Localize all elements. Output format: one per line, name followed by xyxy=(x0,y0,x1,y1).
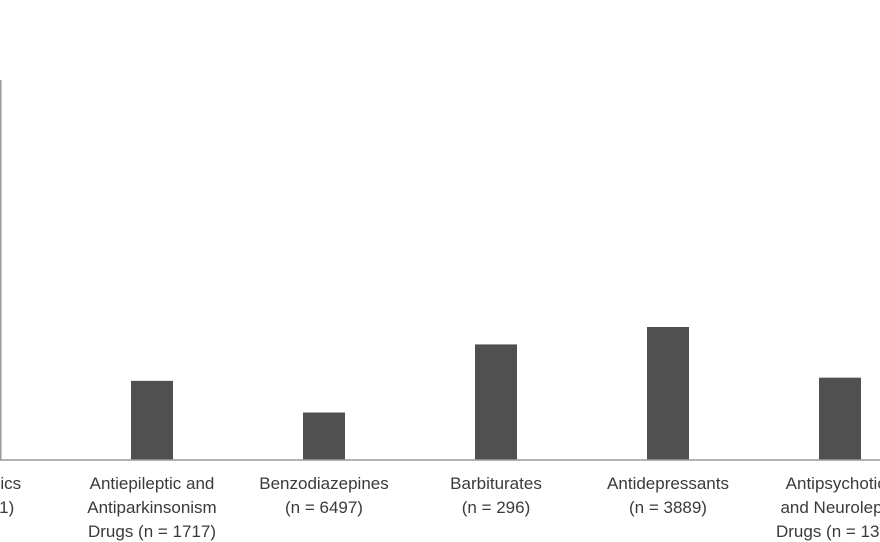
category-label-4-line-1: (n = 3889) xyxy=(629,498,707,517)
bar-1 xyxy=(131,380,173,460)
category-label-4-line-0: Antidepressants xyxy=(607,474,729,493)
category-label-1: Antiepileptic and Antiparkinsonism Drugs (… xyxy=(87,474,216,541)
category-label-2-line-0: Benzodiazepines xyxy=(259,474,388,493)
bar-5 xyxy=(819,377,861,460)
category-label-5-line-2: Drugs (n = 1372) xyxy=(776,522,880,541)
category-label-4: Antidepressants (n = 3889) xyxy=(607,474,729,517)
category-label-5-line-1: and Neuroleptic xyxy=(780,498,880,517)
category-label-5: Antipsychotics and Neuroleptic Drugs (n = … xyxy=(776,474,880,541)
category-label-1-line-1: Antiparkinsonism xyxy=(87,498,216,517)
category-label-0-line-1: (n = 451) xyxy=(0,498,14,517)
category-label-0: Analgesics (n = 451) xyxy=(0,474,21,517)
category-label-3: Barbiturates (n = 296) xyxy=(450,474,542,517)
category-label-1-line-2: Drugs (n = 1717) xyxy=(88,522,216,541)
category-label-1-line-0: Antiepileptic and xyxy=(90,474,215,493)
bars-group xyxy=(131,327,861,460)
bar-2 xyxy=(303,412,345,460)
category-label-0-line-0: Analgesics xyxy=(0,474,21,493)
bar-4 xyxy=(647,327,689,460)
category-label-2-line-1: (n = 6497) xyxy=(285,498,363,517)
category-label-2: Benzodiazepines (n = 6497) xyxy=(259,474,388,517)
category-label-3-line-1: (n = 296) xyxy=(462,498,531,517)
category-labels-group: Analgesics(n = 451)Antiepileptic andAnti… xyxy=(0,474,880,541)
bar-3 xyxy=(475,344,517,460)
category-label-5-line-0: Antipsychotics xyxy=(786,474,880,493)
category-label-3-line-0: Barbiturates xyxy=(450,474,542,493)
